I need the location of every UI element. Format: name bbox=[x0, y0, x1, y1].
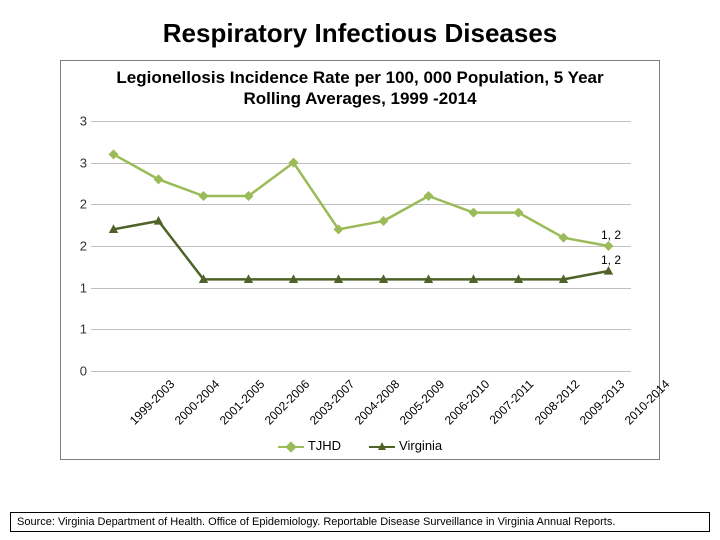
y-tick-label: 0 bbox=[73, 364, 87, 379]
legend-label: TJHD bbox=[308, 438, 341, 453]
x-tick-label: 2001-2005 bbox=[216, 377, 266, 427]
legend: TJHD Virginia bbox=[61, 438, 659, 453]
x-tick-label: 2003-2007 bbox=[306, 377, 356, 427]
plot-area bbox=[91, 121, 631, 371]
legend-item: Virginia bbox=[369, 438, 442, 453]
source-citation: Source: Virginia Department of Health. O… bbox=[10, 512, 710, 532]
y-tick-label: 2 bbox=[73, 239, 87, 254]
legend-item: TJHD bbox=[278, 438, 341, 453]
x-tick-label: 2010-2014 bbox=[621, 377, 671, 427]
y-tick-label: 3 bbox=[73, 155, 87, 170]
chart-svg bbox=[91, 121, 631, 371]
grid-line bbox=[91, 371, 631, 372]
legend-label: Virginia bbox=[399, 438, 442, 453]
legend-swatch bbox=[278, 442, 304, 452]
chart-title: Legionellosis Incidence Rate per 100, 00… bbox=[61, 61, 659, 114]
x-axis-labels: 1999-20032000-20042001-20052002-20062003… bbox=[91, 373, 631, 443]
x-tick-label: 2000-2004 bbox=[171, 377, 221, 427]
legend-swatch bbox=[369, 442, 395, 452]
slide: Respiratory Infectious Diseases Legionel… bbox=[0, 0, 720, 540]
x-tick-label: 2006-2010 bbox=[441, 377, 491, 427]
series-end-label: 1, 2 bbox=[601, 253, 621, 267]
x-tick-label: 2009-2013 bbox=[576, 377, 626, 427]
x-tick-label: 2008-2012 bbox=[531, 377, 581, 427]
series-end-label: 1, 2 bbox=[601, 228, 621, 242]
x-tick-label: 1999-2003 bbox=[126, 377, 176, 427]
y-tick-label: 3 bbox=[73, 114, 87, 129]
y-tick-label: 2 bbox=[73, 197, 87, 212]
x-tick-label: 2007-2011 bbox=[486, 377, 536, 427]
page-title: Respiratory Infectious Diseases bbox=[0, 0, 720, 49]
y-tick-label: 1 bbox=[73, 280, 87, 295]
x-tick-label: 2002-2006 bbox=[261, 377, 311, 427]
x-tick-label: 2005-2009 bbox=[396, 377, 446, 427]
x-tick-label: 2004-2008 bbox=[351, 377, 401, 427]
y-tick-label: 1 bbox=[73, 322, 87, 337]
chart-container: Legionellosis Incidence Rate per 100, 00… bbox=[60, 60, 660, 460]
